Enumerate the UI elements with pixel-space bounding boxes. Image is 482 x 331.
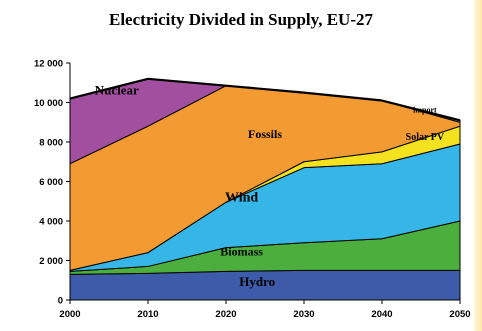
x-tick-label: 2020 [215, 309, 236, 320]
y-tick-label: 4 000 [39, 217, 63, 228]
y-tick-label: 0 [58, 296, 63, 307]
series-label-solar-pv: Solar PV [406, 132, 445, 143]
x-tick-label: 2030 [293, 309, 314, 320]
y-tick-label: 8 000 [39, 138, 63, 149]
series-label-fossils: Fossils [248, 127, 282, 141]
series-label-nuclear: Nuclear [95, 83, 139, 98]
series-label-wind: Wind [225, 190, 258, 205]
y-tick-label: 10 000 [34, 98, 63, 109]
x-tick-label: 2010 [137, 309, 158, 320]
chart-title: Electricity Divided in Supply, EU-27 [109, 10, 373, 29]
x-tick-label: 2040 [371, 309, 392, 320]
series-label-biomass: Biomass [220, 245, 263, 259]
y-tick-label: 6 000 [39, 177, 63, 188]
page-edge [474, 0, 482, 331]
x-tick-label: 2050 [449, 309, 470, 320]
x-tick-label: 2000 [59, 309, 80, 320]
y-tick-label: 2 000 [39, 256, 63, 267]
y-tick-label: 12 000 [34, 59, 63, 70]
total-outline [69, 77, 461, 122]
series-label-hydro: Hydro [239, 274, 275, 289]
series-label-import: import [413, 105, 437, 114]
